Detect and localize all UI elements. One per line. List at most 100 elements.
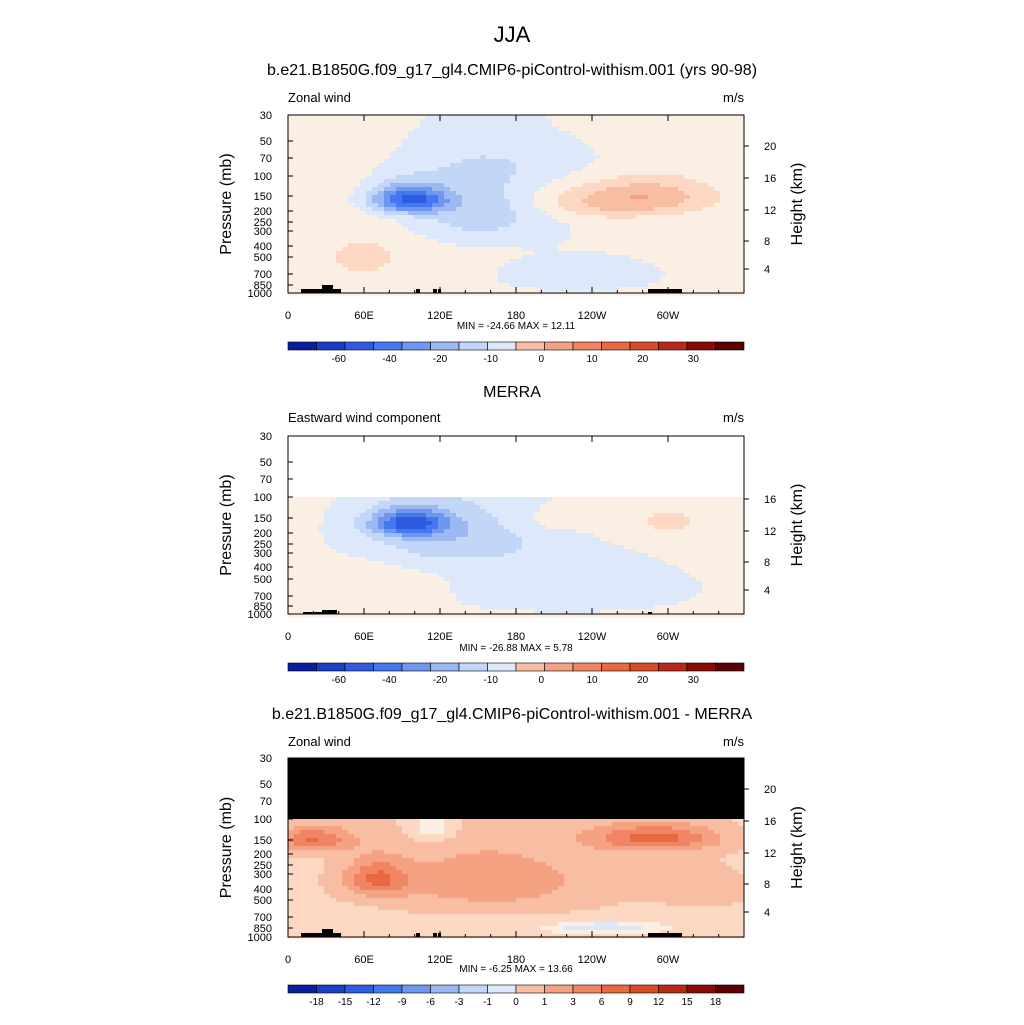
field-cell bbox=[438, 251, 445, 256]
field-cell bbox=[588, 287, 595, 292]
field-cell bbox=[306, 549, 313, 554]
field-cell bbox=[606, 565, 613, 570]
right-axis-title: Height (km) bbox=[789, 163, 806, 246]
field-cell bbox=[648, 155, 655, 160]
field-cell bbox=[678, 569, 685, 574]
field-cell bbox=[624, 517, 631, 522]
field-cell bbox=[726, 175, 733, 180]
field-cell bbox=[648, 565, 655, 570]
field-cell bbox=[396, 123, 403, 128]
field-cell bbox=[630, 561, 637, 566]
field-cell bbox=[372, 227, 379, 232]
field-cell bbox=[414, 179, 421, 184]
field-cell bbox=[660, 255, 667, 260]
field-cell bbox=[660, 553, 667, 558]
topography-block bbox=[416, 289, 420, 293]
field-cell bbox=[624, 147, 631, 152]
field-cell bbox=[540, 565, 547, 570]
field-cell bbox=[516, 115, 523, 120]
field-cell bbox=[636, 279, 643, 284]
field-cell bbox=[408, 115, 415, 120]
field-cell bbox=[564, 239, 571, 244]
field-cell bbox=[672, 123, 679, 128]
field-cell bbox=[288, 135, 295, 140]
field-cell bbox=[636, 179, 643, 184]
field-cell bbox=[522, 219, 529, 224]
field-cell bbox=[636, 223, 643, 228]
field-cell bbox=[318, 139, 325, 144]
field-cell bbox=[384, 251, 391, 256]
field-cell bbox=[684, 139, 691, 144]
field-cell bbox=[570, 505, 577, 510]
field-cell bbox=[366, 549, 373, 554]
field-cell bbox=[642, 259, 649, 264]
field-cell bbox=[396, 175, 403, 180]
field-cell bbox=[522, 147, 529, 152]
field-cell bbox=[348, 501, 355, 506]
field-cell bbox=[594, 147, 601, 152]
field-cell bbox=[540, 501, 547, 506]
field-cell bbox=[684, 143, 691, 148]
field-cell bbox=[288, 123, 295, 128]
field-cell bbox=[648, 501, 655, 506]
field-cell bbox=[540, 561, 547, 566]
field-cell bbox=[672, 247, 679, 252]
field-cell bbox=[306, 123, 313, 128]
field-cell bbox=[384, 267, 391, 272]
field-cell bbox=[564, 263, 571, 268]
field-cell bbox=[564, 537, 571, 542]
field-cell bbox=[510, 255, 517, 260]
field-cell bbox=[330, 163, 337, 168]
field-cell bbox=[468, 549, 475, 554]
field-cell bbox=[474, 529, 481, 534]
field-cell bbox=[390, 271, 397, 276]
field-cell bbox=[636, 175, 643, 180]
field-cell bbox=[354, 541, 361, 546]
field-cell bbox=[294, 211, 301, 216]
field-cell bbox=[684, 513, 691, 518]
field-cell bbox=[378, 525, 385, 530]
field-cell bbox=[588, 207, 595, 212]
field-cell bbox=[474, 263, 481, 268]
field-cell bbox=[594, 139, 601, 144]
field-cell bbox=[516, 537, 523, 542]
field-cell bbox=[402, 263, 409, 268]
field-cell bbox=[618, 175, 625, 180]
field-cell bbox=[498, 525, 505, 530]
field-cell bbox=[366, 155, 373, 160]
field-cell bbox=[408, 199, 415, 204]
field-cell bbox=[402, 187, 409, 192]
field-cell bbox=[294, 287, 301, 292]
field-cell bbox=[366, 115, 373, 120]
field-cell bbox=[366, 143, 373, 148]
field-cell bbox=[288, 143, 295, 148]
field-cell bbox=[618, 215, 625, 220]
field-cell bbox=[492, 219, 499, 224]
field-cell bbox=[576, 167, 583, 172]
field-cell bbox=[684, 151, 691, 156]
field-cell bbox=[408, 163, 415, 168]
field-cell bbox=[606, 163, 613, 168]
field-cell bbox=[378, 287, 385, 292]
field-cell bbox=[288, 557, 295, 562]
field-cell bbox=[300, 573, 307, 578]
field-cell bbox=[720, 155, 727, 160]
field-cell bbox=[522, 163, 529, 168]
field-cell bbox=[588, 545, 595, 550]
field-cell bbox=[546, 199, 553, 204]
field-cell bbox=[666, 263, 673, 268]
field-cell bbox=[534, 497, 541, 502]
field-cell bbox=[660, 279, 667, 284]
field-cell bbox=[672, 513, 679, 518]
field-cell bbox=[696, 533, 703, 538]
field-cell bbox=[450, 545, 457, 550]
field-cell bbox=[504, 155, 511, 160]
field-cell bbox=[678, 119, 685, 124]
field-cell bbox=[540, 203, 547, 208]
field-cell bbox=[444, 553, 451, 558]
field-cell bbox=[714, 147, 721, 152]
field-cell bbox=[516, 171, 523, 176]
field-cell bbox=[438, 143, 445, 148]
field-cell bbox=[618, 505, 625, 510]
field-cell bbox=[492, 501, 499, 506]
